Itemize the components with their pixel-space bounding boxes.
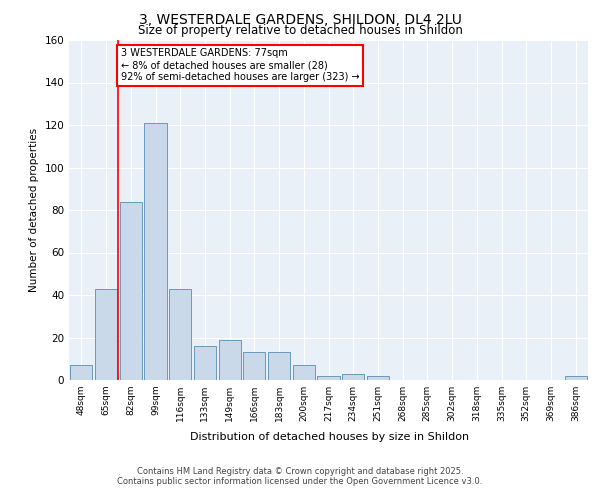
Bar [268, 352, 290, 380]
Bar [194, 346, 216, 380]
Bar [342, 374, 364, 380]
Bar [70, 365, 92, 380]
Bar [169, 288, 191, 380]
Bar [119, 202, 142, 380]
Text: Contains HM Land Registry data © Crown copyright and database right 2025.: Contains HM Land Registry data © Crown c… [137, 467, 463, 476]
Y-axis label: Number of detached properties: Number of detached properties [29, 128, 39, 292]
Text: 3, WESTERDALE GARDENS, SHILDON, DL4 2LU: 3, WESTERDALE GARDENS, SHILDON, DL4 2LU [139, 12, 461, 26]
Text: Distribution of detached houses by size in Shildon: Distribution of detached houses by size … [190, 432, 470, 442]
Bar [218, 340, 241, 380]
Text: Size of property relative to detached houses in Shildon: Size of property relative to detached ho… [137, 24, 463, 37]
Bar [145, 123, 167, 380]
Bar [293, 365, 315, 380]
Text: Contains public sector information licensed under the Open Government Licence v3: Contains public sector information licen… [118, 477, 482, 486]
Bar [565, 376, 587, 380]
Bar [367, 376, 389, 380]
Bar [317, 376, 340, 380]
Text: 3 WESTERDALE GARDENS: 77sqm
← 8% of detached houses are smaller (28)
92% of semi: 3 WESTERDALE GARDENS: 77sqm ← 8% of deta… [121, 48, 359, 82]
Bar [95, 288, 117, 380]
Bar [243, 352, 265, 380]
